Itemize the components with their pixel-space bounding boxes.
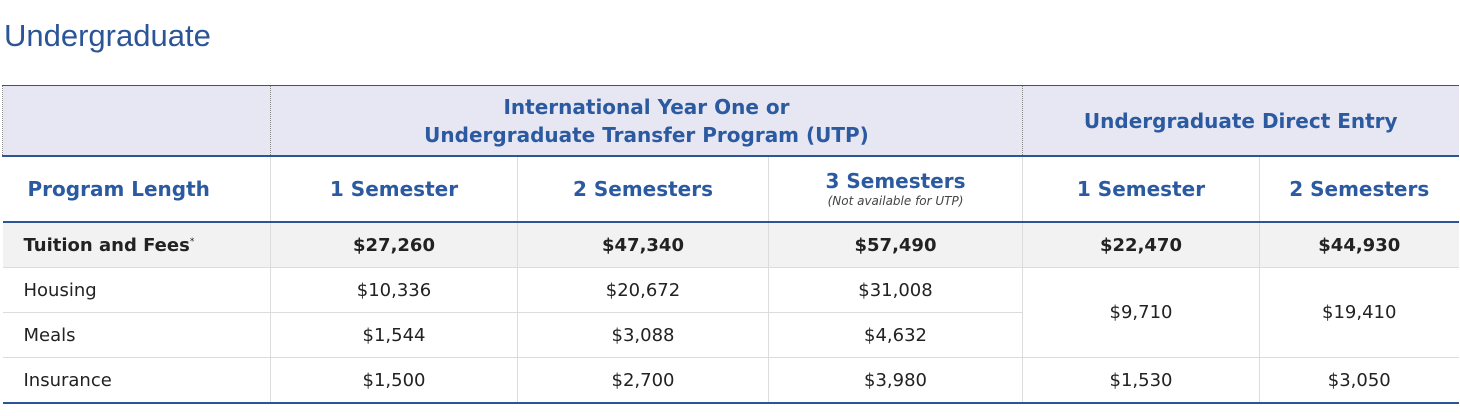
value-cell: $44,930 [1258, 222, 1459, 268]
value-cell: $57,490 [768, 222, 1023, 268]
footnote-mark: * [189, 236, 195, 247]
value-cell: $19,410 [1258, 267, 1459, 358]
row-label: Tuition and Fees* [2, 222, 271, 268]
value-cell: $31,008 [768, 267, 1023, 313]
row-label: Meals [2, 312, 271, 358]
column-label: 1 Semester [329, 177, 459, 201]
group-header-line: Undergraduate Direct Entry [1083, 108, 1398, 133]
group-header: Undergraduate Direct Entry [1021, 85, 1459, 157]
value-cell: $27,260 [270, 222, 518, 268]
group-header-line: International Year One or [503, 94, 790, 119]
value-cell: $9,710 [1022, 267, 1260, 358]
value-cell: $2,700 [517, 357, 769, 404]
value-cell: $20,672 [517, 267, 769, 313]
column-header: 2 Semesters [1258, 156, 1459, 223]
row-label-text: Housing [23, 279, 97, 301]
column-header: 3 Semesters (Not available for UTP) [768, 156, 1023, 223]
column-header: 2 Semesters [517, 156, 769, 223]
table-row: Insurance $1,500 $2,700 $3,980 $1,530 $3,050 [2, 357, 1459, 404]
group-header-line: Undergraduate Transfer Program (UTP) [424, 122, 869, 147]
row-label-text: Insurance [23, 369, 112, 391]
column-label: 2 Semesters [1289, 177, 1430, 201]
row-label-text: Tuition and Fees [23, 234, 190, 256]
cost-table: International Year One or Undergraduate T… [2, 85, 1459, 404]
table-row: Housing $10,336 $20,672 $31,008 $9,710 $19,41… [2, 267, 1459, 358]
value-cell: $3,980 [768, 357, 1023, 404]
column-header: 1 Semester [270, 156, 518, 223]
column-label: Program Length [27, 177, 210, 201]
value-cell: $1,500 [270, 357, 518, 404]
table-head: International Year One or Undergraduate T… [2, 85, 1459, 223]
column-label: 1 Semester [1076, 177, 1206, 201]
value-cell: $22,470 [1022, 222, 1260, 268]
row-label: Insurance [2, 357, 271, 404]
empty-cell [2, 85, 271, 157]
column-label: 2 Semesters [572, 177, 714, 201]
page-title: Undergraduate [4, 18, 211, 53]
value-cell: $3,088 [517, 312, 769, 358]
value-cell: $4,632 [768, 312, 1023, 358]
group-row: International Year One or Undergraduate T… [2, 85, 1459, 157]
group-header: International Year One or Undergraduate T… [270, 85, 1023, 157]
column-header: Program Length [2, 156, 271, 223]
value-cell: $10,336 [270, 267, 518, 313]
column-row: Program Length 1 Semester 2 Semesters 3 Sem… [2, 156, 1459, 223]
value-cell: $1,544 [270, 312, 518, 358]
value-cell: $1,530 [1022, 357, 1260, 404]
table-body: Tuition and Fees* $27,260 $47,340 $57,490 $2… [2, 222, 1459, 404]
column-note: (Not available for UTP) [827, 194, 964, 208]
table-row: Meals $1,544 $3,088 $4,632 [2, 312, 1459, 358]
value-cell: $47,340 [517, 222, 769, 268]
column-header: 1 Semester [1022, 156, 1260, 223]
row-label-text: Meals [23, 324, 76, 346]
row-label: Housing [2, 267, 271, 313]
table-row: Tuition and Fees* $27,260 $47,340 $57,490 $2… [2, 222, 1459, 268]
column-label: 3 Semesters [825, 169, 966, 193]
value-cell: $3,050 [1258, 357, 1459, 404]
